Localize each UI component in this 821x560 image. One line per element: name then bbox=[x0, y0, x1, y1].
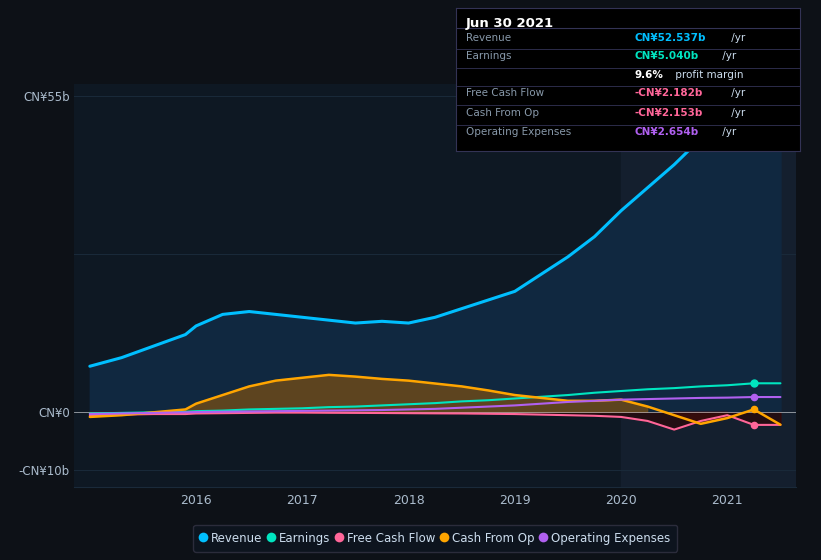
Text: 9.6%: 9.6% bbox=[635, 70, 664, 80]
Text: Cash From Op: Cash From Op bbox=[466, 109, 539, 118]
Text: CN¥52.537b: CN¥52.537b bbox=[635, 32, 706, 43]
Text: CN¥2.654b: CN¥2.654b bbox=[635, 127, 699, 137]
Text: /yr: /yr bbox=[728, 88, 745, 99]
Point bbox=[747, 379, 760, 388]
Text: /yr: /yr bbox=[718, 52, 736, 61]
Text: /yr: /yr bbox=[728, 109, 745, 118]
Bar bbox=[621, 84, 796, 487]
Text: /yr: /yr bbox=[728, 32, 745, 43]
Text: Operating Expenses: Operating Expenses bbox=[466, 127, 571, 137]
Text: Free Cash Flow: Free Cash Flow bbox=[466, 88, 544, 99]
Text: CN¥5.040b: CN¥5.040b bbox=[635, 52, 699, 61]
Text: profit margin: profit margin bbox=[672, 70, 744, 80]
Point bbox=[747, 405, 760, 414]
Text: -CN¥2.182b: -CN¥2.182b bbox=[635, 88, 704, 99]
Text: /yr: /yr bbox=[718, 127, 736, 137]
Text: Earnings: Earnings bbox=[466, 52, 511, 61]
Text: Jun 30 2021: Jun 30 2021 bbox=[466, 17, 554, 30]
Text: -CN¥2.153b: -CN¥2.153b bbox=[635, 109, 704, 118]
Point bbox=[747, 421, 760, 430]
Text: Revenue: Revenue bbox=[466, 32, 511, 43]
Legend: Revenue, Earnings, Free Cash Flow, Cash From Op, Operating Expenses: Revenue, Earnings, Free Cash Flow, Cash … bbox=[193, 525, 677, 552]
Point bbox=[747, 393, 760, 402]
Point bbox=[747, 105, 760, 114]
